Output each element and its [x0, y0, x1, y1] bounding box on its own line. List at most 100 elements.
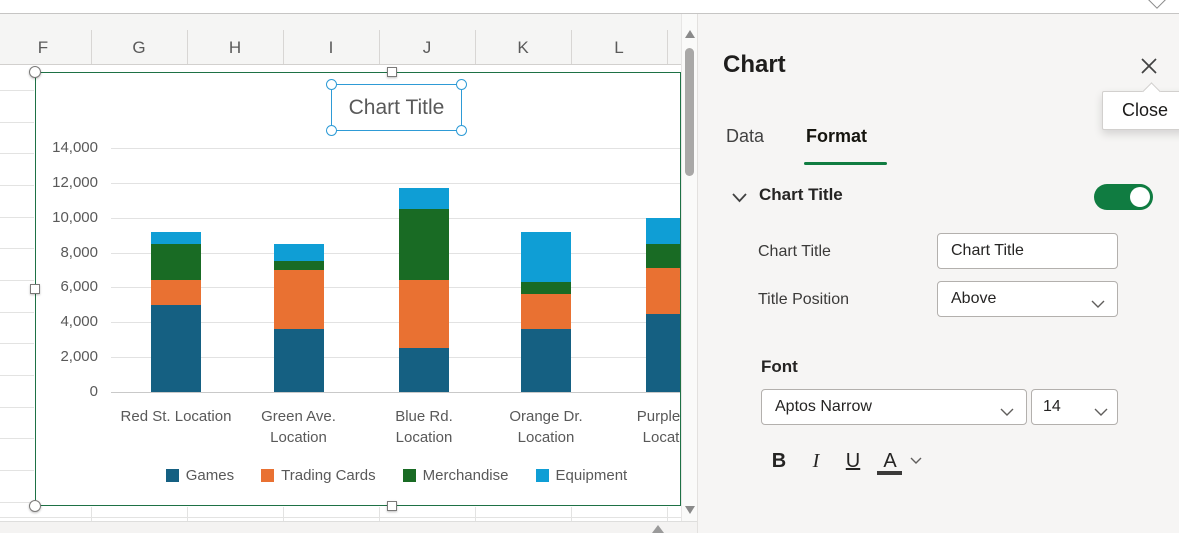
underline-button[interactable]: U: [845, 449, 861, 472]
bar-segment-games[interactable]: [151, 304, 201, 392]
column-header-F[interactable]: F: [37, 38, 49, 57]
legend-item-equipment[interactable]: Equipment: [535, 467, 628, 484]
column-header-J[interactable]: J: [422, 38, 432, 57]
section-title-chart-title[interactable]: Chart Title: [759, 185, 843, 204]
legend-item-games[interactable]: Games: [165, 467, 235, 484]
font-size-dropdown[interactable]: 14: [1031, 389, 1118, 425]
column-header-K[interactable]: K: [517, 38, 529, 57]
y-axis-tick-label: 12,000: [52, 173, 98, 191]
chart-handle-bottom-left[interactable]: [29, 500, 41, 512]
column-header-I[interactable]: I: [328, 38, 334, 57]
italic-button[interactable]: I: [812, 449, 820, 472]
legend-label: Games: [185, 467, 235, 484]
title-handle-top-left[interactable]: [326, 79, 337, 90]
font-section-label: Font: [761, 357, 798, 376]
chart-object[interactable]: 0 2,000 4,000 6,000 8,000 10,000 12,000 14,000 R…: [35, 72, 681, 506]
bar-segment-merchandise[interactable]: [273, 261, 324, 270]
bar-segment-trading-cards[interactable]: [646, 268, 680, 314]
y-axis-tick-label: 10,000: [52, 208, 98, 226]
chevron-down-icon: [1000, 404, 1014, 422]
legend-swatch: [402, 469, 416, 482]
chart-title-text: Chart Title: [348, 95, 445, 119]
bar-segment-equipment[interactable]: [521, 231, 571, 283]
legend-item-merchandise[interactable]: Merchandise: [402, 467, 509, 484]
column-gridline: [91, 507, 92, 521]
gridline: [111, 252, 680, 254]
bar-segment-equipment[interactable]: [646, 217, 680, 244]
gridline: [111, 357, 680, 359]
bold-button[interactable]: B: [771, 449, 787, 472]
bar-segment-merchandise[interactable]: [151, 243, 201, 281]
font-family-dropdown[interactable]: Aptos Narrow: [761, 389, 1027, 425]
row-gridline: [0, 153, 34, 154]
y-axis-tick-label: 2,000: [60, 348, 98, 366]
row-gridline: [0, 90, 34, 91]
bar-segment-games[interactable]: [646, 313, 680, 392]
vertical-scrollbar-thumb[interactable]: [685, 48, 694, 176]
category-label: Green Ave. Location: [261, 408, 336, 446]
bar-segment-merchandise[interactable]: [521, 282, 571, 295]
font-size-value: 14: [1043, 398, 1061, 415]
bar-segment-trading-cards[interactable]: [521, 294, 571, 330]
y-axis-tick-label: 8,000: [60, 243, 98, 261]
title-handle-bottom-right[interactable]: [456, 125, 467, 136]
font-color-chevron-icon[interactable]: [910, 452, 922, 470]
chevron-down-icon[interactable]: [731, 191, 748, 209]
bar-segment-games[interactable]: [273, 329, 324, 392]
row-gridline: [0, 217, 34, 218]
y-axis-tick-label: 0: [89, 383, 98, 400]
horizontal-scrollbar-track[interactable]: [0, 521, 697, 533]
font-color-button[interactable]: A: [877, 449, 902, 475]
tab-format[interactable]: Format: [806, 126, 868, 146]
chart-title-textbox[interactable]: Chart Title: [326, 79, 467, 136]
toggle-knob: [1130, 187, 1150, 207]
ribbon-collapse-chevron-icon[interactable]: [1147, 0, 1167, 9]
bar-segment-trading-cards[interactable]: [399, 280, 449, 349]
chart-handle-middle-left[interactable]: [30, 284, 40, 294]
y-axis-tick-label: 4,000: [60, 313, 98, 331]
chart-title-toggle[interactable]: [1094, 184, 1153, 210]
chart-handle-bottom-middle[interactable]: [387, 501, 397, 511]
tab-data[interactable]: Data: [726, 126, 765, 146]
close-icon: [1141, 58, 1157, 74]
bar-segment-equipment[interactable]: [273, 243, 324, 262]
chart-title-input[interactable]: Chart Title: [937, 233, 1118, 269]
bar-segment-trading-cards[interactable]: [273, 270, 324, 330]
legend-item-trading-cards[interactable]: Trading Cards: [261, 467, 376, 484]
chart-task-panel: Chart Close Data Format Chart Title Char…: [697, 14, 1179, 533]
row-gridline: [0, 375, 34, 376]
chart-handle-top-left[interactable]: [29, 66, 41, 78]
title-handle-bottom-left[interactable]: [326, 125, 337, 136]
column-header-G[interactable]: G: [132, 38, 146, 57]
title-position-label: Title Position: [758, 291, 849, 308]
legend-label: Equipment: [555, 467, 628, 484]
column-gridline: [379, 507, 380, 521]
chart-handle-top-middle[interactable]: [387, 67, 397, 77]
chart-plot-area: 0 2,000 4,000 6,000 8,000 10,000 12,000 14,000 R…: [36, 73, 680, 505]
column-separator: [571, 30, 572, 64]
column-header-H[interactable]: H: [228, 38, 242, 57]
column-header-L[interactable]: L: [614, 38, 624, 57]
vertical-scrollbar[interactable]: [681, 14, 697, 521]
bar-segment-games[interactable]: [399, 348, 449, 392]
bar-segment-equipment[interactable]: [399, 188, 449, 209]
column-separator: [91, 30, 92, 64]
bar-segment-equipment[interactable]: [151, 231, 201, 244]
bar-segment-games[interactable]: [521, 329, 571, 392]
bar-segment-trading-cards[interactable]: [151, 280, 201, 305]
horizontal-scrollbar-arrow-icon[interactable]: [652, 525, 664, 533]
font-family-value: Aptos Narrow: [775, 398, 872, 415]
scroll-down-arrow-icon[interactable]: [685, 506, 695, 514]
font-color-letter: A: [883, 449, 897, 472]
text-format-buttons: B I U A: [768, 446, 922, 476]
y-axis-tick-label: 6,000: [60, 278, 98, 296]
title-handle-top-right[interactable]: [456, 79, 467, 90]
bar-segment-merchandise[interactable]: [646, 243, 680, 269]
row-gridline: [0, 248, 34, 249]
title-position-dropdown[interactable]: Above: [937, 281, 1118, 317]
scroll-up-arrow-icon[interactable]: [685, 30, 695, 38]
title-position-value: Above: [951, 290, 997, 307]
bar-segment-merchandise[interactable]: [399, 209, 449, 281]
close-panel-button[interactable]: [1135, 52, 1163, 80]
row-gridline: [0, 438, 34, 439]
